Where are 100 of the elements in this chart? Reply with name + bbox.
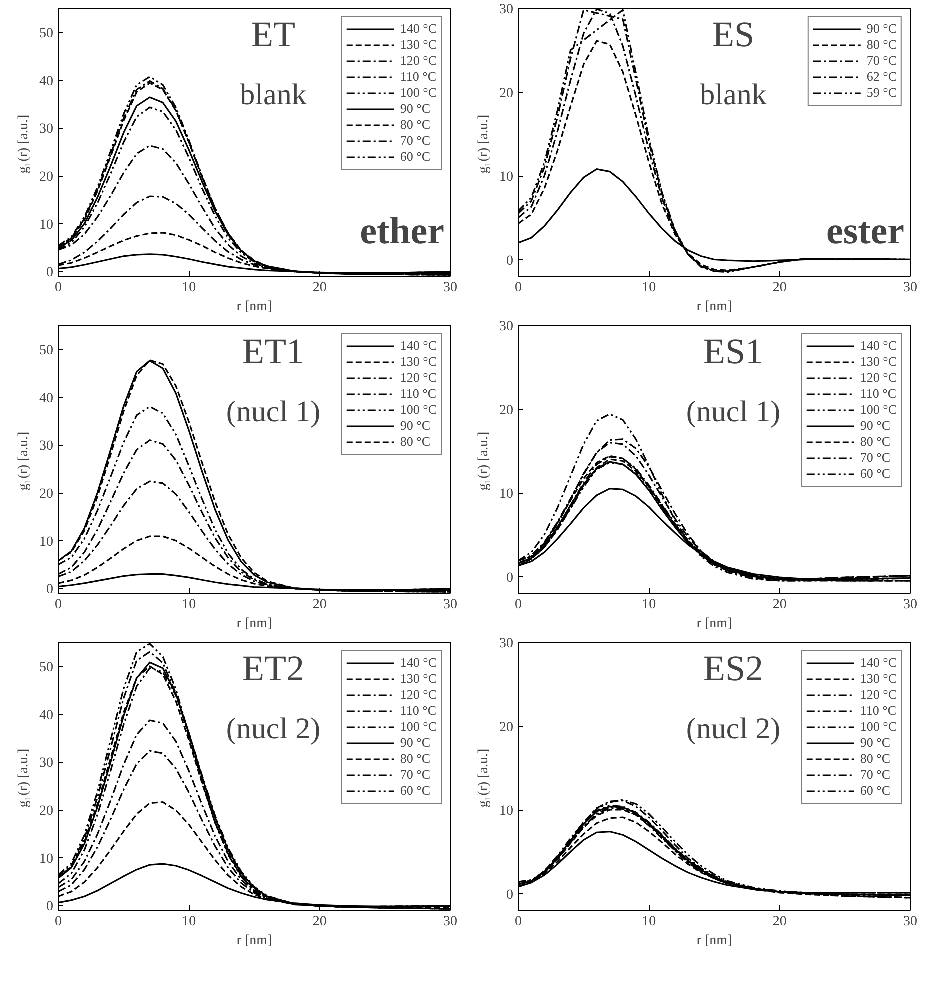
legend-label: 80 °C: [866, 37, 897, 53]
legend-label: 110 °C: [860, 386, 897, 402]
legend-label: 110 °C: [860, 703, 897, 719]
x-tick-label: 10: [182, 914, 196, 930]
y-axis-title: g₁(r) [a.u.]: [476, 114, 492, 174]
legend-label: 110 °C: [400, 69, 437, 85]
x-tick-label: 10: [182, 598, 196, 612]
annotation: (nucl 2): [226, 712, 321, 746]
y-tick-label: 40: [40, 708, 54, 724]
x-axis-title: r [nm]: [236, 616, 272, 632]
y-tick-label: 0: [506, 570, 514, 586]
legend-label: 100 °C: [400, 402, 437, 418]
x-axis-title: r [nm]: [696, 616, 732, 632]
y-axis-title: g₁(r) [a.u.]: [16, 432, 32, 491]
legend-label: 80 °C: [860, 751, 890, 767]
legend-label: 140 °C: [400, 21, 437, 37]
annotation: ET: [252, 14, 296, 54]
legend-label: 80 °C: [400, 434, 430, 450]
y-tick-label: 50: [40, 26, 54, 42]
legend-label: 140 °C: [860, 655, 897, 671]
y-tick-label: 10: [500, 487, 514, 502]
x-tick-label: 30: [444, 598, 458, 612]
annotation: ES1: [703, 332, 764, 372]
legend-label: 59 °C: [866, 85, 897, 101]
y-tick-label: 10: [40, 852, 54, 867]
legend-label: 80 °C: [400, 117, 430, 133]
legend-label: 90 °C: [400, 735, 430, 751]
y-tick-label: 0: [506, 888, 514, 903]
legend-label: 90 °C: [860, 735, 890, 751]
x-tick-label: 20: [312, 598, 327, 612]
legend-label: 120 °C: [860, 370, 897, 386]
y-tick-label: 10: [500, 804, 514, 819]
y-tick-label: 30: [500, 636, 514, 652]
legend-label: 130 °C: [400, 37, 437, 53]
y-axis-title: g₁(r) [a.u.]: [16, 114, 32, 174]
legend-label: 120 °C: [400, 370, 437, 386]
x-tick-label: 20: [772, 914, 787, 930]
legend-label: 120 °C: [400, 687, 437, 703]
y-tick-label: 10: [40, 218, 54, 233]
y-tick-label: 20: [500, 720, 514, 736]
legend-label: 120 °C: [860, 687, 897, 703]
y-tick-label: 10: [500, 170, 514, 185]
x-tick-label: 30: [444, 914, 458, 930]
y-tick-label: 20: [40, 487, 54, 502]
y-tick-label: 40: [40, 74, 54, 90]
annotation: ET2: [242, 648, 304, 688]
legend-label: 70 °C: [866, 53, 897, 69]
annotation: (nucl 1): [226, 396, 321, 428]
x-tick-label: 20: [312, 914, 327, 930]
legend-label: 90 °C: [860, 418, 890, 434]
legend-label: 70 °C: [860, 767, 890, 783]
y-axis-title: g₁(r) [a.u.]: [16, 748, 32, 808]
y-tick-label: 40: [40, 391, 54, 406]
x-tick-label: 10: [642, 598, 656, 612]
y-tick-label: 20: [40, 170, 54, 185]
annotation: blank: [240, 78, 307, 112]
annotation: ET1: [242, 332, 304, 372]
legend-label: 130 °C: [400, 354, 437, 370]
annotation: (nucl 2): [686, 712, 781, 746]
legend-label: 100 °C: [400, 719, 437, 735]
x-axis-title: r [nm]: [236, 934, 272, 948]
x-tick-label: 30: [444, 280, 458, 296]
x-tick-label: 30: [904, 598, 918, 612]
annotation: ES: [712, 14, 755, 54]
annotation: (nucl 1): [686, 396, 781, 428]
annotation: ES2: [703, 648, 764, 688]
annotation: ester: [826, 210, 905, 252]
legend-label: 70 °C: [860, 450, 890, 466]
legend-label: 90 °C: [866, 21, 897, 37]
y-tick-label: 30: [40, 122, 54, 138]
legend-label: 80 °C: [400, 751, 430, 767]
y-tick-label: 30: [500, 320, 514, 334]
x-tick-label: 10: [642, 280, 656, 296]
y-tick-label: 0: [46, 900, 54, 915]
y-tick-label: 30: [500, 2, 514, 18]
y-tick-label: 50: [40, 343, 54, 358]
legend-label: 110 °C: [400, 703, 437, 719]
legend-label: 140 °C: [400, 338, 437, 354]
legend-label: 110 °C: [400, 386, 437, 402]
legend-label: 62 °C: [866, 69, 897, 85]
legend-label: 60 °C: [860, 466, 890, 482]
y-tick-label: 20: [500, 86, 514, 102]
y-tick-label: 30: [40, 756, 54, 772]
annotation: ether: [360, 210, 445, 252]
legend-label: 70 °C: [400, 767, 430, 783]
y-tick-label: 30: [40, 439, 54, 454]
x-axis-title: r [nm]: [236, 300, 272, 314]
legend-label: 80 °C: [860, 434, 890, 450]
legend-label: 60 °C: [860, 783, 890, 799]
legend-label: 90 °C: [400, 418, 430, 434]
y-tick-label: 50: [40, 660, 54, 676]
y-axis-title: g₁(r) [a.u.]: [476, 432, 492, 491]
x-tick-label: 20: [312, 280, 327, 296]
legend-label: 130 °C: [400, 671, 437, 687]
legend-label: 100 °C: [400, 85, 437, 101]
legend-label: 140 °C: [860, 338, 897, 354]
legend-label: 130 °C: [860, 354, 897, 370]
x-tick-label: 20: [772, 598, 787, 612]
legend-label: 100 °C: [860, 719, 897, 735]
y-tick-label: 0: [46, 582, 54, 598]
